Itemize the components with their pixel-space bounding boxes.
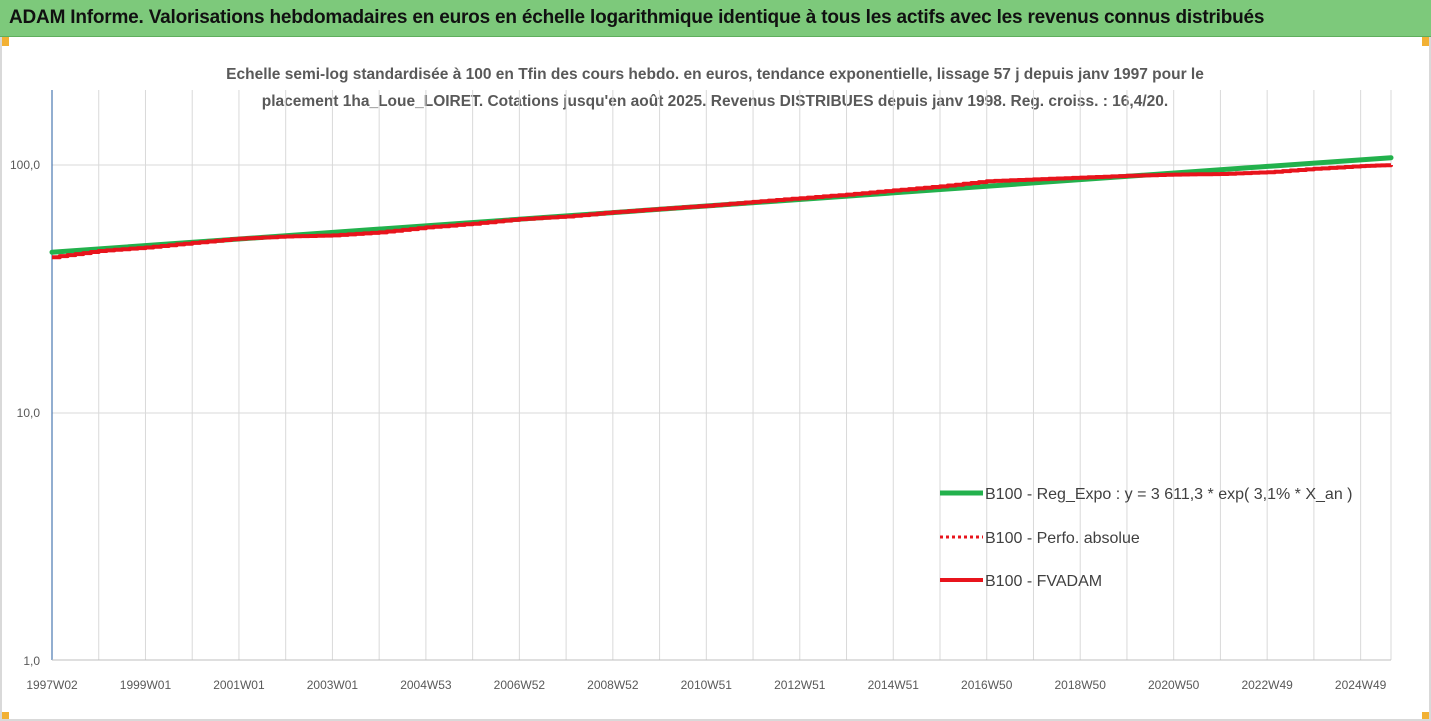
x-tick-label: 2010W51	[681, 678, 733, 692]
legend-label-reg-expo: B100 - Reg_Expo : y = 3 611,3 * exp( 3,1…	[985, 486, 1352, 503]
corner-marker-bottom-left	[0, 712, 9, 721]
x-tick-label: 2012W51	[774, 678, 826, 692]
corner-marker-bottom-right	[1422, 712, 1431, 721]
x-tick-label: 1997W02	[26, 678, 78, 692]
x-tick-label: 2020W50	[1148, 678, 1200, 692]
chart-title-line-2: placement 1ha_Loue_LOIRET. Cotations jus…	[261, 93, 1169, 110]
x-tick-label: 2004W53	[400, 678, 452, 692]
series	[49, 155, 1394, 260]
x-tick-label: 2024W49	[1335, 678, 1387, 692]
x-tick-label: 2008W52	[587, 678, 639, 692]
corner-marker-top-right	[1422, 37, 1431, 46]
chart-title-line-1: Echelle semi-log standardisée à 100 en T…	[226, 66, 1204, 83]
y-tick-label: 1,0	[23, 654, 40, 668]
x-tick-label: 2016W50	[961, 678, 1013, 692]
x-tick-label: 2014W51	[868, 678, 920, 692]
report-title: ADAM Informe. Valorisations hebdomadaire…	[9, 7, 1265, 28]
x-tick-label: 2018W50	[1055, 678, 1107, 692]
axes: 1,0 10,0 100,0 1997W02 1999W01 2001W01 2003W01…	[10, 90, 1391, 692]
corner-marker-top-left	[0, 37, 9, 46]
series-line-fvadam	[52, 163, 1393, 260]
chart-frame	[0, 37, 1431, 721]
x-tick-label: 2022W49	[1241, 678, 1293, 692]
report-banner: ADAM Informe. Valorisations hebdomadaire…	[0, 0, 1431, 37]
x-tick-label: 2006W52	[494, 678, 546, 692]
y-tick-label: 10,0	[17, 406, 41, 420]
legend-label-fvadam: B100 - FVADAM	[985, 573, 1102, 590]
legend-label-perfo: B100 - Perfo. absolue	[985, 530, 1140, 547]
legend: B100 - Reg_Expo : y = 3 611,3 * exp( 3,1…	[940, 486, 1352, 590]
x-tick-label: 2003W01	[307, 678, 359, 692]
x-tick-label: 2001W01	[213, 678, 265, 692]
y-tick-label: 100,0	[10, 158, 40, 172]
x-tick-label: 1999W01	[120, 678, 172, 692]
series-line-perfo-absolue	[52, 164, 1392, 259]
